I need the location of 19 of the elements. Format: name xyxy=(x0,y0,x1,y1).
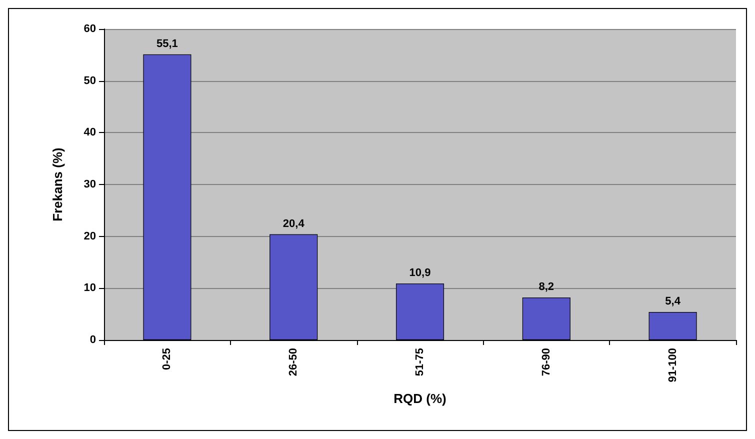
x-tick-label: 91-100 xyxy=(666,348,679,382)
data-label: 55,1 xyxy=(156,38,178,50)
data-label: 10,9 xyxy=(409,267,431,279)
data-label: 5,4 xyxy=(665,296,682,308)
data-label: 20,4 xyxy=(282,218,306,230)
y-tick-label: 30 xyxy=(84,178,96,190)
y-axis-title: Frekans (%) xyxy=(50,148,65,222)
y-tick-label: 50 xyxy=(84,74,96,87)
y-tick-label: 40 xyxy=(84,126,96,139)
y-tick-label: 60 xyxy=(84,23,96,35)
y-tick-label: 20 xyxy=(84,230,96,242)
y-tick-label: 10 xyxy=(84,282,96,294)
x-tick-label: 26-50 xyxy=(288,348,300,376)
x-tick-label: 76-90 xyxy=(540,348,552,376)
y-tick-label: 0 xyxy=(90,334,96,346)
data-label: 8,2 xyxy=(538,280,554,293)
x-tick-label: 0-25 xyxy=(161,348,174,370)
x-tick-label: 51-75 xyxy=(414,348,426,376)
x-axis-title: RQD (%) xyxy=(394,391,446,406)
